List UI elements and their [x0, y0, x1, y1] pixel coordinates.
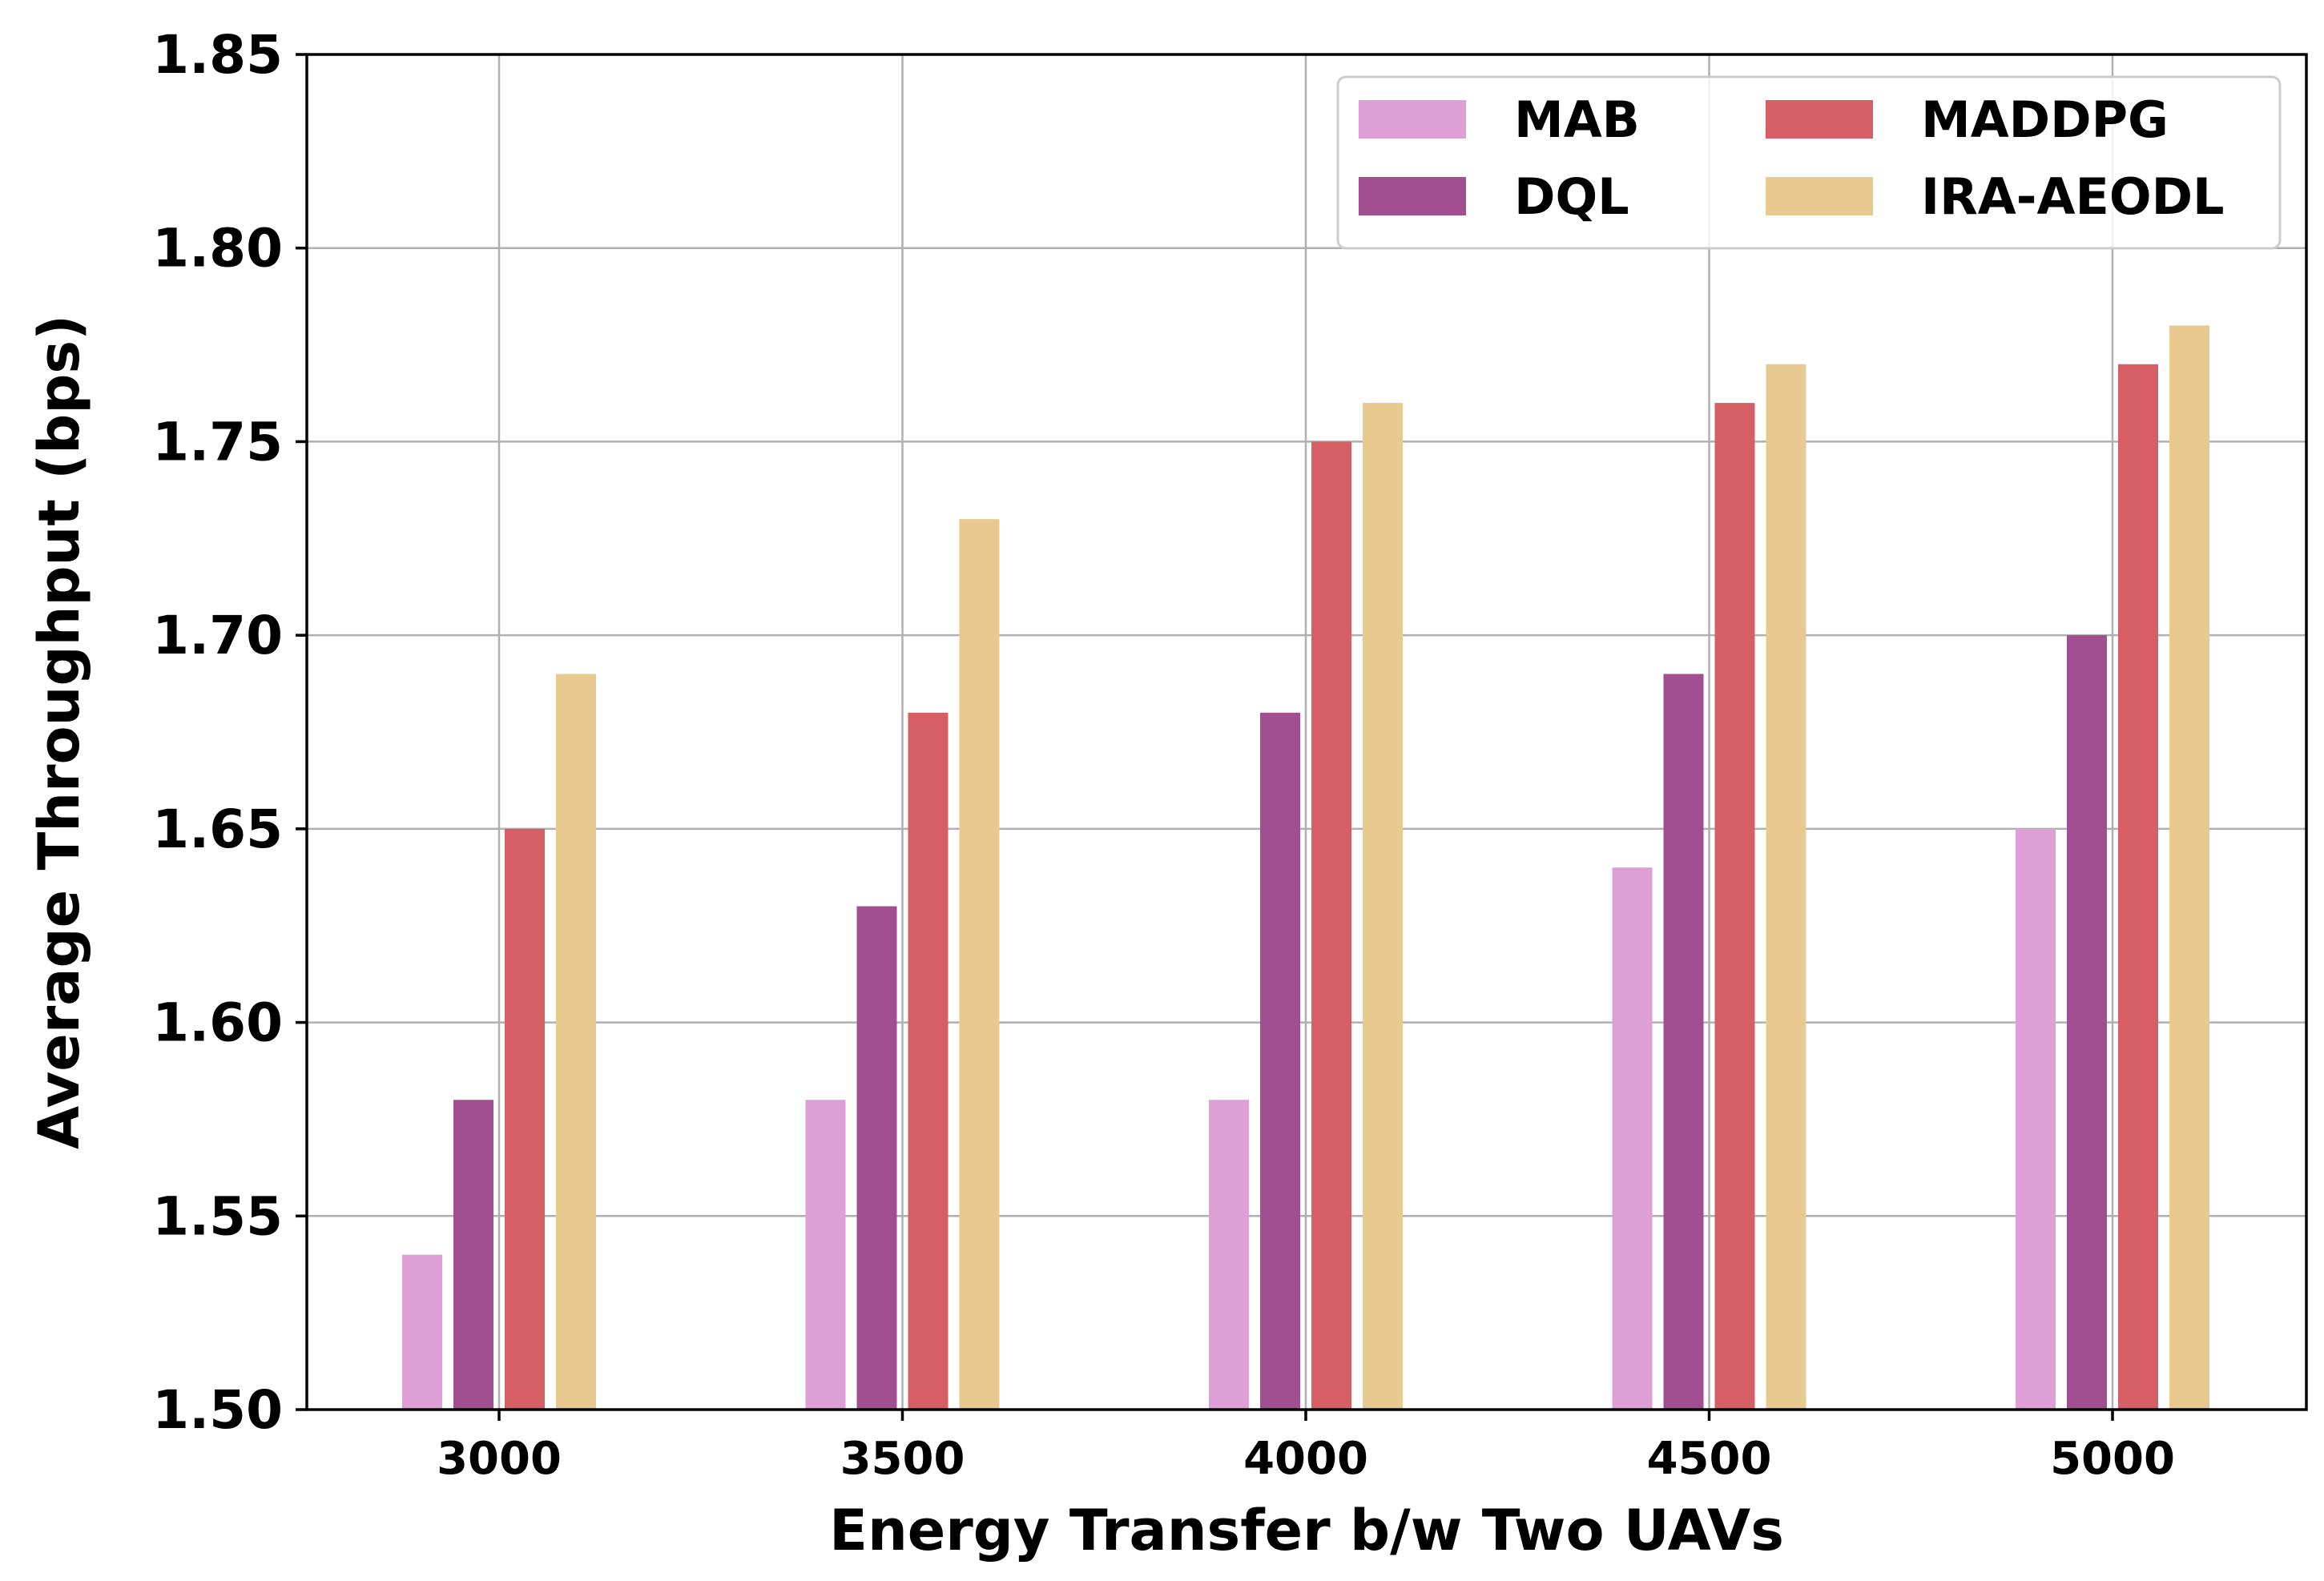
bar-dql-4000	[1260, 712, 1300, 1410]
legend-label-mab: MAB	[1514, 91, 1640, 149]
bar-maddpg-5000	[2118, 364, 2158, 1410]
bar-dql-4500	[1663, 674, 1704, 1410]
bar-maddpg-4000	[1311, 441, 1351, 1410]
bar-ira-aeodl-5000	[2169, 325, 2209, 1410]
bar-dql-3500	[856, 906, 897, 1410]
x-tick-label: 3000	[437, 1433, 562, 1485]
legend: MAB DQL MADDPG IRA-AEODL	[1336, 75, 2282, 250]
bar-maddpg-3500	[908, 712, 949, 1410]
bars	[402, 325, 2209, 1410]
x-tick-label: 4000	[1243, 1433, 1368, 1485]
y-tick-label: 1.80	[152, 218, 283, 280]
bar-mab-3000	[402, 1254, 442, 1410]
bar-dql-5000	[2067, 635, 2107, 1410]
x-tick-label: 5000	[2050, 1433, 2175, 1485]
bar-mab-3500	[805, 1100, 846, 1410]
bar-mab-4500	[1612, 867, 1653, 1410]
y-tick-label: 1.55	[152, 1185, 283, 1247]
bar-ira-aeodl-3500	[959, 519, 1000, 1410]
bar-maddpg-4500	[1714, 403, 1755, 1410]
legend-swatch-dql	[1359, 177, 1466, 215]
axis-ticks: 1.50 1.55 1.60 1.65 1.70 1.75 1.80 1.85 3000 3500…	[152, 24, 2175, 1485]
legend-label-dql: DQL	[1514, 167, 1629, 226]
legend-swatch-ira-aeodl	[1766, 177, 1873, 215]
legend-box	[1336, 75, 2282, 250]
y-tick-label: 1.65	[152, 799, 283, 860]
y-tick-label: 1.75	[152, 411, 283, 473]
legend-label-ira-aeodl: IRA-AEODL	[1921, 167, 2225, 226]
legend-swatch-mab	[1359, 100, 1466, 139]
x-tick-label: 4500	[1647, 1433, 1772, 1485]
legend-swatch-maddpg	[1766, 100, 1873, 139]
y-tick-label: 1.50	[152, 1379, 283, 1441]
bar-maddpg-3000	[505, 828, 545, 1410]
bar-ira-aeodl-4500	[1766, 364, 1806, 1410]
y-tick-label: 1.60	[152, 992, 283, 1054]
bar-dql-3000	[453, 1100, 493, 1410]
legend-label-maddpg: MADDPG	[1921, 91, 2169, 149]
bar-mab-5000	[2016, 828, 2056, 1410]
bar-mab-4000	[1209, 1100, 1249, 1410]
y-tick-label: 1.70	[152, 605, 283, 666]
x-axis-title: Energy Transfer b/w Two UAVs	[829, 1498, 1784, 1563]
x-tick-label: 3500	[840, 1433, 965, 1485]
y-tick-label: 1.85	[152, 24, 283, 86]
bar-ira-aeodl-3000	[556, 674, 596, 1410]
y-axis-title: Average Throughput (bps)	[26, 315, 92, 1149]
bar-ira-aeodl-4000	[1363, 403, 1403, 1410]
